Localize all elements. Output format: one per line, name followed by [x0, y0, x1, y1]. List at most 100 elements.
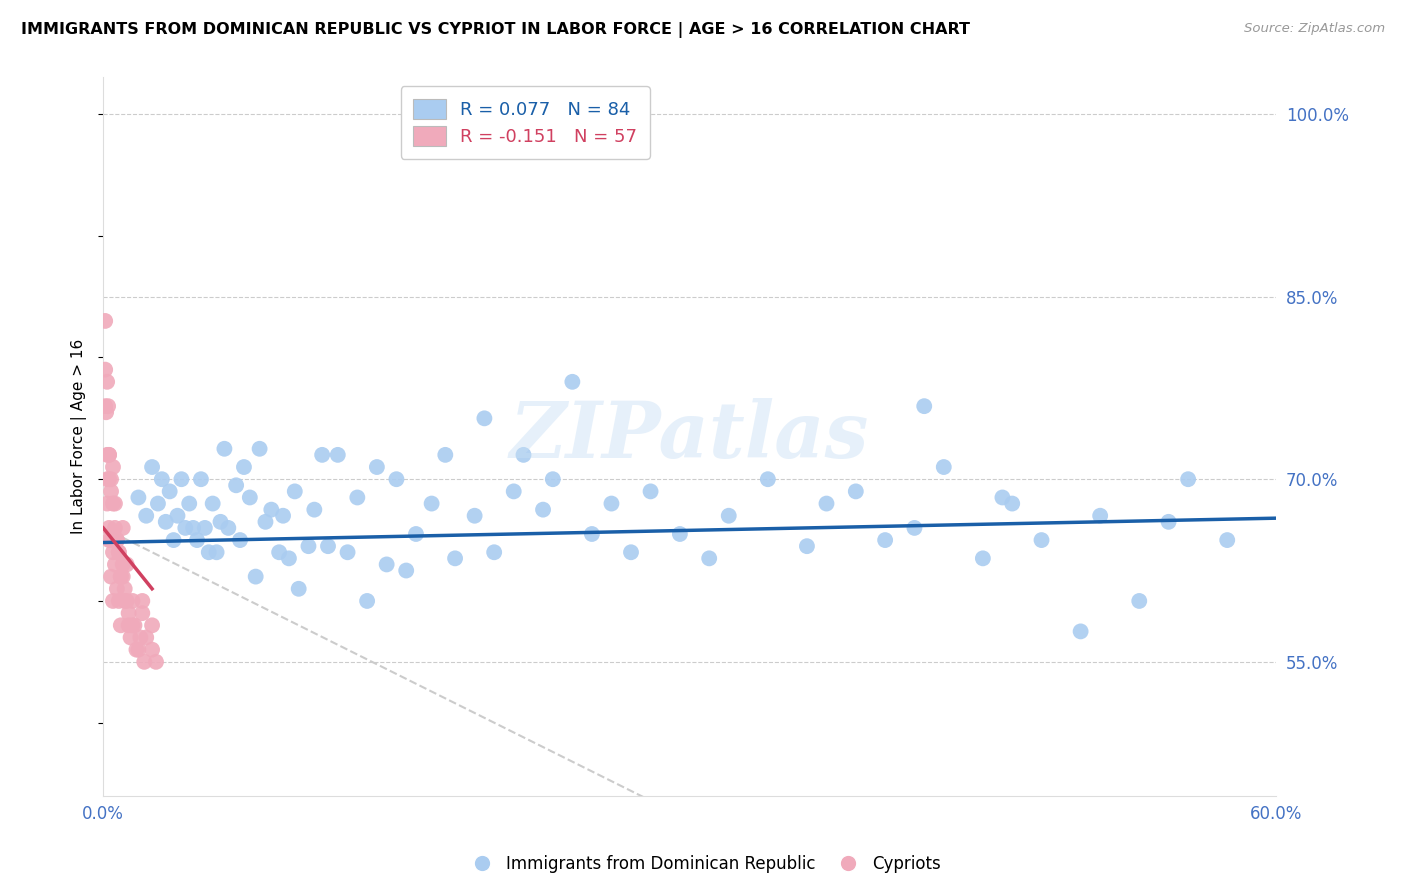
- Point: [94, 405, 117, 419]
- Point: [1128, 594, 1150, 608]
- Point: [108, 594, 131, 608]
- Point: [217, 521, 239, 535]
- Point: [96, 448, 118, 462]
- Point: [105, 582, 128, 596]
- Point: [120, 631, 142, 645]
- Point: [170, 472, 193, 486]
- Point: [94, 314, 117, 328]
- Point: [129, 631, 152, 645]
- Point: [110, 618, 132, 632]
- Point: [991, 491, 1014, 505]
- Point: [134, 655, 156, 669]
- Point: [121, 618, 143, 632]
- Point: [104, 558, 127, 572]
- Point: [287, 582, 309, 596]
- Point: [141, 642, 163, 657]
- Point: [100, 472, 122, 486]
- Point: [135, 508, 157, 523]
- Y-axis label: In Labor Force | Age > 16: In Labor Force | Age > 16: [72, 339, 87, 534]
- Point: [932, 460, 955, 475]
- Point: [385, 472, 408, 486]
- Point: [155, 515, 177, 529]
- Point: [209, 515, 232, 529]
- Point: [141, 618, 163, 632]
- Point: [405, 527, 427, 541]
- Point: [346, 491, 368, 505]
- Point: [875, 533, 897, 547]
- Point: [179, 497, 201, 511]
- Point: [420, 497, 443, 511]
- Point: [124, 618, 146, 632]
- Point: [1157, 515, 1180, 529]
- Point: [304, 502, 326, 516]
- Text: Source: ZipAtlas.com: Source: ZipAtlas.com: [1244, 22, 1385, 36]
- Point: [96, 497, 118, 511]
- Point: [135, 631, 157, 645]
- Point: [269, 545, 291, 559]
- Point: [105, 533, 128, 547]
- Point: [162, 533, 184, 547]
- Point: [98, 472, 121, 486]
- Point: [205, 545, 228, 559]
- Point: [297, 539, 319, 553]
- Point: [98, 448, 121, 462]
- Point: [512, 448, 534, 462]
- Point: [434, 448, 457, 462]
- Point: [912, 399, 935, 413]
- Point: [145, 655, 167, 669]
- Point: [356, 594, 378, 608]
- Point: [115, 558, 138, 572]
- Point: [104, 521, 127, 535]
- Point: [114, 594, 136, 608]
- Point: [245, 569, 267, 583]
- Point: [1001, 497, 1024, 511]
- Point: [903, 521, 925, 535]
- Point: [101, 497, 124, 511]
- Point: [284, 484, 307, 499]
- Point: [127, 491, 149, 505]
- Point: [94, 362, 117, 376]
- Text: ZIPatlas: ZIPatlas: [510, 399, 869, 475]
- Point: [98, 533, 121, 547]
- Point: [239, 491, 262, 505]
- Point: [581, 527, 603, 541]
- Point: [697, 551, 720, 566]
- Point: [100, 484, 122, 499]
- Point: [375, 558, 398, 572]
- Point: [97, 399, 120, 413]
- Point: [111, 521, 134, 535]
- Point: [620, 545, 643, 559]
- Point: [600, 497, 623, 511]
- Point: [197, 545, 219, 559]
- Point: [111, 569, 134, 583]
- Point: [444, 551, 467, 566]
- Point: [201, 497, 224, 511]
- Point: [117, 618, 139, 632]
- Point: [186, 533, 208, 547]
- Point: [669, 527, 692, 541]
- Point: [225, 478, 247, 492]
- Point: [125, 642, 148, 657]
- Point: [254, 515, 277, 529]
- Point: [111, 558, 134, 572]
- Point: [1177, 472, 1199, 486]
- Point: [336, 545, 359, 559]
- Point: [108, 545, 131, 559]
- Point: [115, 594, 138, 608]
- Point: [717, 508, 740, 523]
- Point: [249, 442, 271, 456]
- Point: [159, 484, 181, 499]
- Point: [98, 521, 121, 535]
- Point: [1070, 624, 1092, 639]
- Point: [464, 508, 486, 523]
- Point: [110, 569, 132, 583]
- Point: [110, 569, 132, 583]
- Point: [260, 502, 283, 516]
- Point: [229, 533, 252, 547]
- Point: [101, 460, 124, 475]
- Point: [277, 551, 299, 566]
- Point: [1216, 533, 1239, 547]
- Point: [190, 472, 212, 486]
- Point: [366, 460, 388, 475]
- Point: [108, 545, 131, 559]
